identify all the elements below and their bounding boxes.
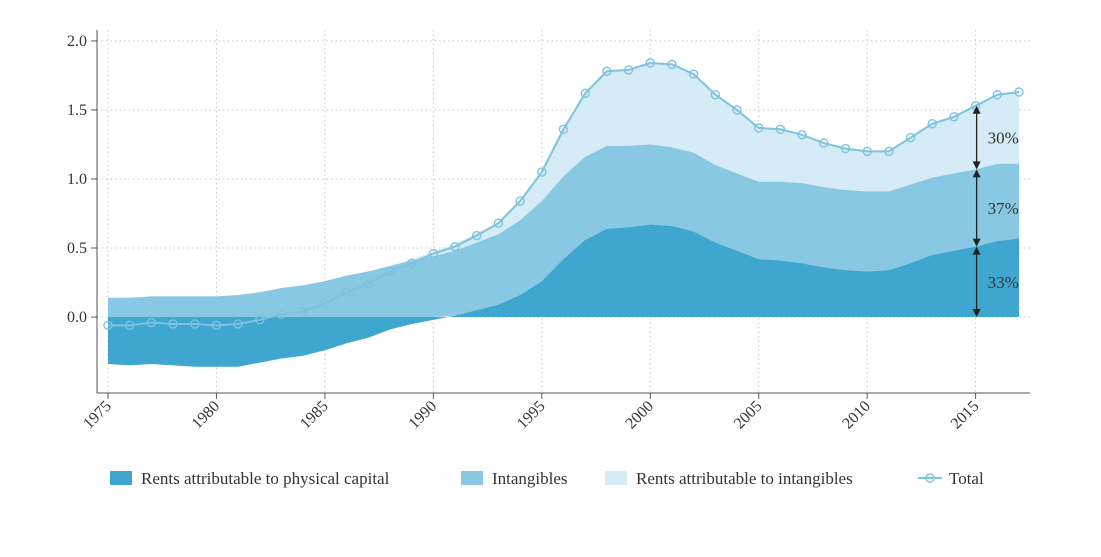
total-point [840,143,851,154]
y-tick-label: 0.0 [67,309,87,326]
total-line-path [108,61,1020,327]
total-point [688,69,699,79]
area-physical-capital [108,224,1019,367]
share-annotation: 33% [972,246,1019,318]
area-intangibles [108,144,1019,318]
total-point [515,196,525,206]
legend-label: Intangibles [492,469,568,488]
legend-swatch [461,471,483,485]
y-tick-label: 1.5 [67,102,87,119]
legend-item: Intangibles [461,469,568,488]
total-point [905,132,916,143]
annotation-percent-label: 33% [988,273,1019,292]
annotation-arrow-head-up [972,246,981,255]
annotation-percent-label: 37% [988,199,1019,218]
y-tick-label: 2.0 [67,33,87,50]
total-point [537,167,547,177]
legend-label: Total [949,469,984,488]
total-point [667,59,677,70]
x-tick-label: 2005 [731,398,766,433]
x-tick-label: 1995 [514,398,549,433]
x-tick-label: 1980 [189,398,224,433]
total-line [103,58,1024,331]
total-point [949,112,959,122]
total-point [341,287,352,297]
total-point [623,65,634,75]
legend-item: Rents attributable to intangibles [605,469,853,488]
share-annotation: 30% [972,105,1019,170]
total-point [558,124,569,134]
total-point [146,317,157,328]
total-point [385,266,395,277]
total-point [1014,87,1024,97]
total-point [168,319,178,329]
total-point [363,279,373,289]
legend-swatch [110,471,132,485]
total-point [775,124,786,134]
total-point [992,90,1003,100]
x-tick-label: 1990 [406,398,441,433]
total-point [710,90,721,100]
annotations: 30% 37% 33% [972,105,1019,318]
y-tick-label: 1.0 [67,171,87,188]
total-point [884,146,894,157]
annotation-arrow-head-up [972,169,981,178]
total-point [276,309,287,319]
legend-label: Rents attributable to physical capital [141,469,390,488]
legend-swatch [605,471,627,485]
area-rents-intangibles [108,63,1019,298]
total-point [320,298,330,308]
total-point [732,105,742,115]
total-point [602,66,612,76]
share-annotation: 37% [972,169,1019,247]
total-point [428,248,439,259]
total-point [927,119,937,129]
annotation-percent-label: 30% [988,129,1019,148]
annotation-arrow-head-down [972,161,981,170]
legend: Rents attributable to physical capital In… [110,469,984,488]
total-point [819,138,829,148]
annotation-arrow-head-down [972,238,981,247]
total-point [754,123,764,133]
x-tick-label: 2010 [839,398,874,433]
total-point [233,319,243,329]
total-point [124,320,135,331]
total-point [472,230,482,241]
total-point [211,320,222,331]
total-point [406,258,417,268]
x-tick-label: 1985 [297,398,332,433]
legend-item: Rents attributable to physical capital [110,469,390,488]
total-point [298,306,308,317]
total-point [190,319,200,329]
plot-areas [108,63,1019,367]
legend-label: Rents attributable to intangibles [636,469,853,488]
y-tick-label: 0.5 [67,240,87,257]
total-point [493,218,504,228]
annotation-arrow-head-down [972,309,981,318]
legend-item: Total [918,469,984,488]
total-point [797,130,807,140]
annotation-arrow-head-up [972,105,981,114]
total-point [103,320,113,331]
x-tick-label: 1975 [80,398,115,433]
total-point [580,88,590,99]
total-point [862,146,872,157]
total-point [255,315,265,325]
x-tick-label: 2015 [948,398,983,433]
x-tick-label: 2000 [622,398,657,433]
legend-swatch-marker [925,473,935,483]
total-point [645,58,655,68]
total-point [450,241,460,252]
